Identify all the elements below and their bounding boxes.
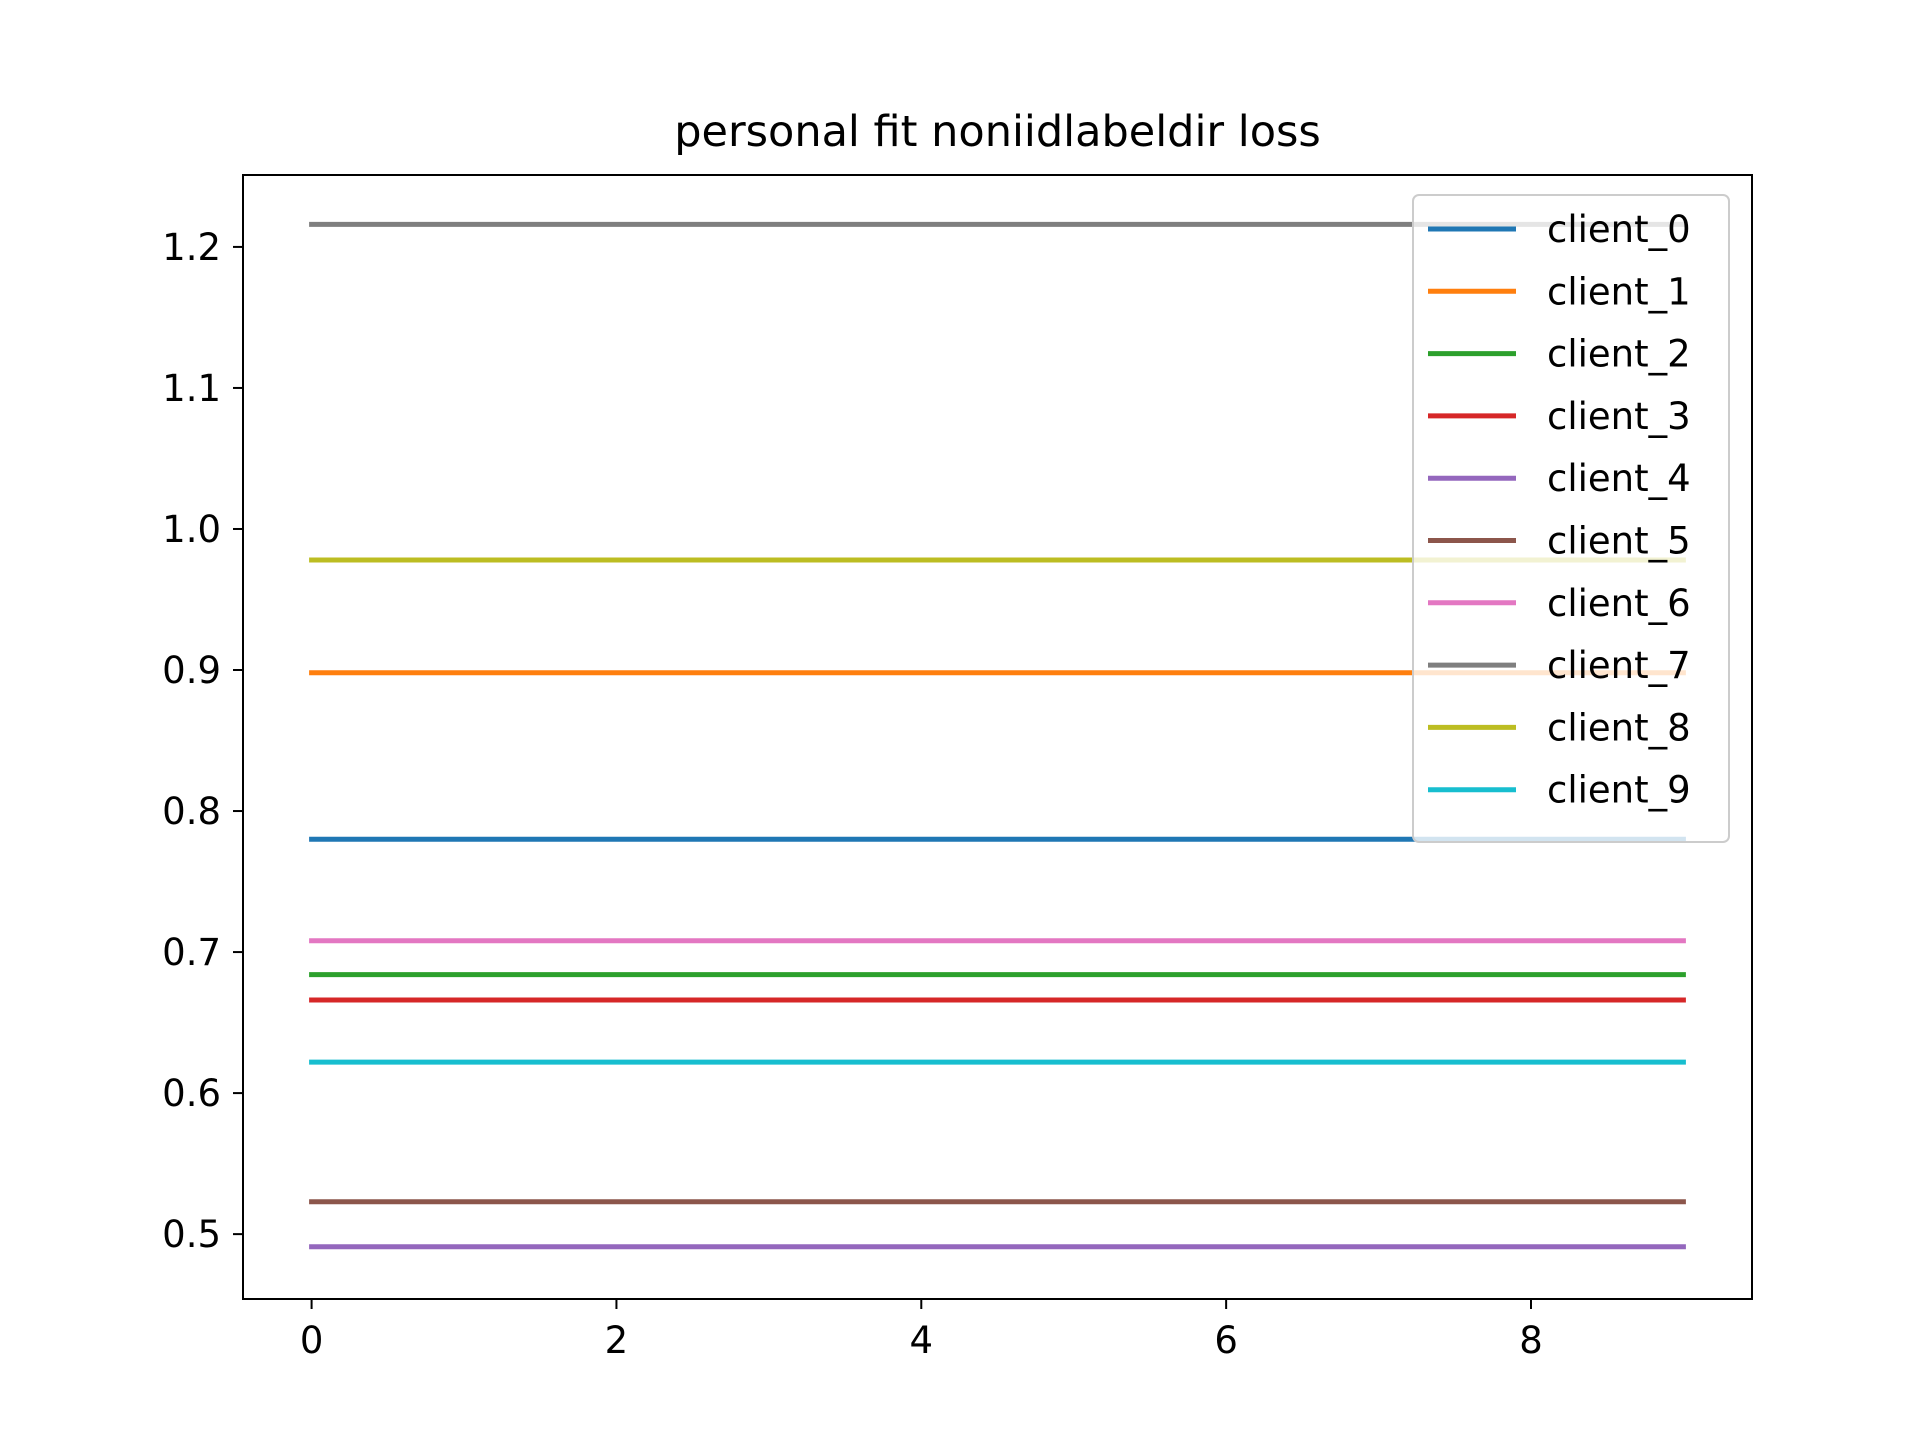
y-tick-label: 0.5 — [162, 1213, 221, 1256]
y-tick-label: 1.1 — [162, 367, 221, 410]
legend-label-client_0: client_0 — [1547, 208, 1691, 251]
y-tick-label: 1.2 — [162, 226, 221, 269]
x-tick-label: 0 — [300, 1319, 324, 1362]
chart-title: personal fit noniidlabeldir loss — [674, 107, 1321, 157]
x-tick-label: 4 — [910, 1319, 934, 1362]
legend-label-client_7: client_7 — [1547, 644, 1691, 687]
legend-label-client_2: client_2 — [1547, 333, 1691, 376]
y-tick-label: 0.6 — [162, 1072, 221, 1115]
x-tick-label: 6 — [1214, 1319, 1238, 1362]
x-axis: 0 2 4 6 8 — [300, 1299, 1543, 1362]
y-tick-label: 1.0 — [162, 508, 221, 551]
x-tick-label: 8 — [1519, 1319, 1543, 1362]
series-layer — [309, 221, 1686, 1250]
legend-label-client_3: client_3 — [1547, 395, 1691, 438]
legend-label-client_9: client_9 — [1547, 769, 1691, 812]
legend-label-client_8: client_8 — [1547, 706, 1691, 749]
legend-box — [1412, 194, 1730, 843]
legend-label-client_4: client_4 — [1547, 457, 1691, 500]
legend-label-client_5: client_5 — [1547, 520, 1691, 563]
plot-frame — [242, 174, 1753, 1300]
legend-label-client_1: client_1 — [1547, 270, 1691, 313]
y-tick-label: 0.8 — [162, 790, 221, 833]
legend: client_0 client_1 client_2 client_3 client_4… — [1412, 194, 1730, 843]
y-tick-label: 0.9 — [162, 649, 221, 692]
legend-label-client_6: client_6 — [1547, 582, 1691, 625]
y-tick-label: 0.7 — [162, 931, 221, 974]
y-axis: 0.5 0.6 0.7 0.8 0.9 1.0 1.1 1.2 — [162, 226, 243, 1256]
x-tick-label: 2 — [605, 1319, 629, 1362]
